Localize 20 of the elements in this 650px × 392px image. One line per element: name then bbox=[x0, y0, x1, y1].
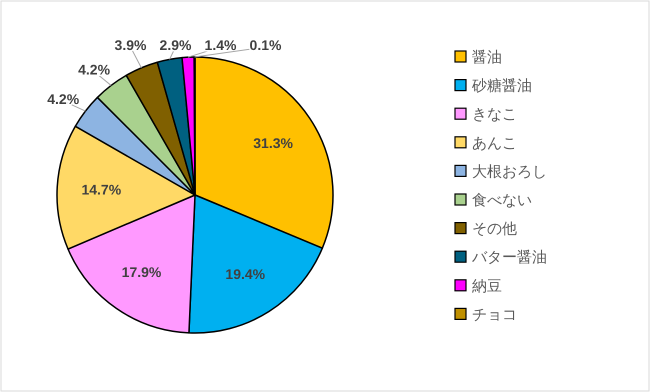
legend-label: 醤油 bbox=[472, 49, 502, 66]
legend-label: バター醤油 bbox=[471, 249, 547, 266]
data-label: 1.4% bbox=[204, 37, 238, 53]
legend-label: 納豆 bbox=[472, 278, 502, 295]
data-label: 4.2% bbox=[78, 62, 111, 78]
legend-label: 食べない bbox=[472, 192, 532, 209]
legend-label: あんこ bbox=[472, 134, 517, 152]
data-label: 2.9% bbox=[160, 37, 192, 53]
data-label: 14.7% bbox=[81, 181, 122, 198]
data-label: 3.9% bbox=[114, 37, 148, 53]
data-label: 31.3% bbox=[253, 134, 294, 151]
data-label: 0.1% bbox=[250, 37, 282, 53]
legend-label: チョコ bbox=[472, 306, 517, 324]
data-label: 17.9% bbox=[122, 264, 162, 280]
data-label: 19.4% bbox=[225, 266, 266, 282]
legend-label: 大根おろし bbox=[472, 163, 547, 180]
legend-label: その他 bbox=[472, 220, 517, 238]
data-label: 4.2% bbox=[47, 90, 80, 107]
legend-label: きなこ bbox=[472, 106, 517, 124]
legend-label: 砂糖醤油 bbox=[471, 78, 532, 95]
